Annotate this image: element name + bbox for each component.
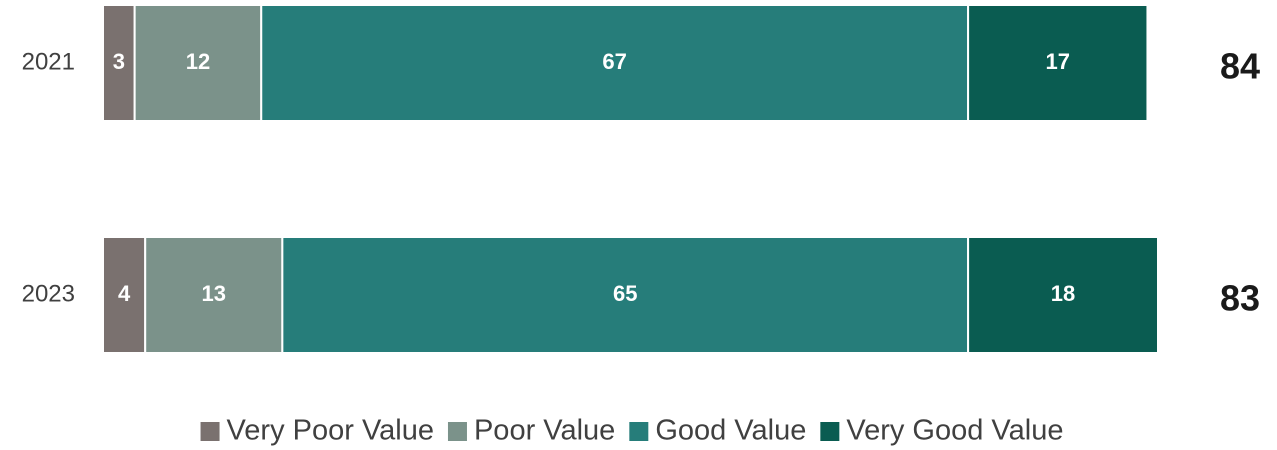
legend-label: Very Good Value	[846, 415, 1063, 447]
bar-segment	[967, 4, 1149, 122]
data-label: 67	[602, 49, 626, 74]
legend-label: Poor Value	[474, 415, 615, 447]
total-label: 84	[1220, 46, 1260, 87]
legend-swatch	[447, 422, 467, 441]
category-label: 2021	[22, 48, 75, 75]
bar-segment	[102, 236, 147, 354]
data-label: 12	[186, 49, 210, 74]
bar-segment	[260, 4, 970, 122]
legend-swatch	[629, 422, 649, 441]
data-label: 18	[1051, 281, 1075, 306]
total-label: 83	[1220, 278, 1260, 319]
category-label: 2023	[22, 280, 75, 307]
data-label: 65	[613, 281, 637, 306]
legend-swatch	[200, 422, 220, 441]
data-label: 17	[1046, 49, 1070, 74]
bar-segment	[967, 236, 1159, 354]
bar-segment	[102, 4, 136, 122]
legend-label: Very Poor Value	[227, 415, 434, 447]
bar-segment	[281, 236, 970, 354]
data-label: 3	[113, 49, 125, 74]
legend-label: Good Value	[655, 415, 806, 447]
legend-swatch	[820, 422, 840, 441]
bar-segment	[144, 236, 284, 354]
data-label: 13	[202, 281, 226, 306]
bar-segment	[133, 4, 263, 122]
data-label: 4	[118, 281, 131, 306]
